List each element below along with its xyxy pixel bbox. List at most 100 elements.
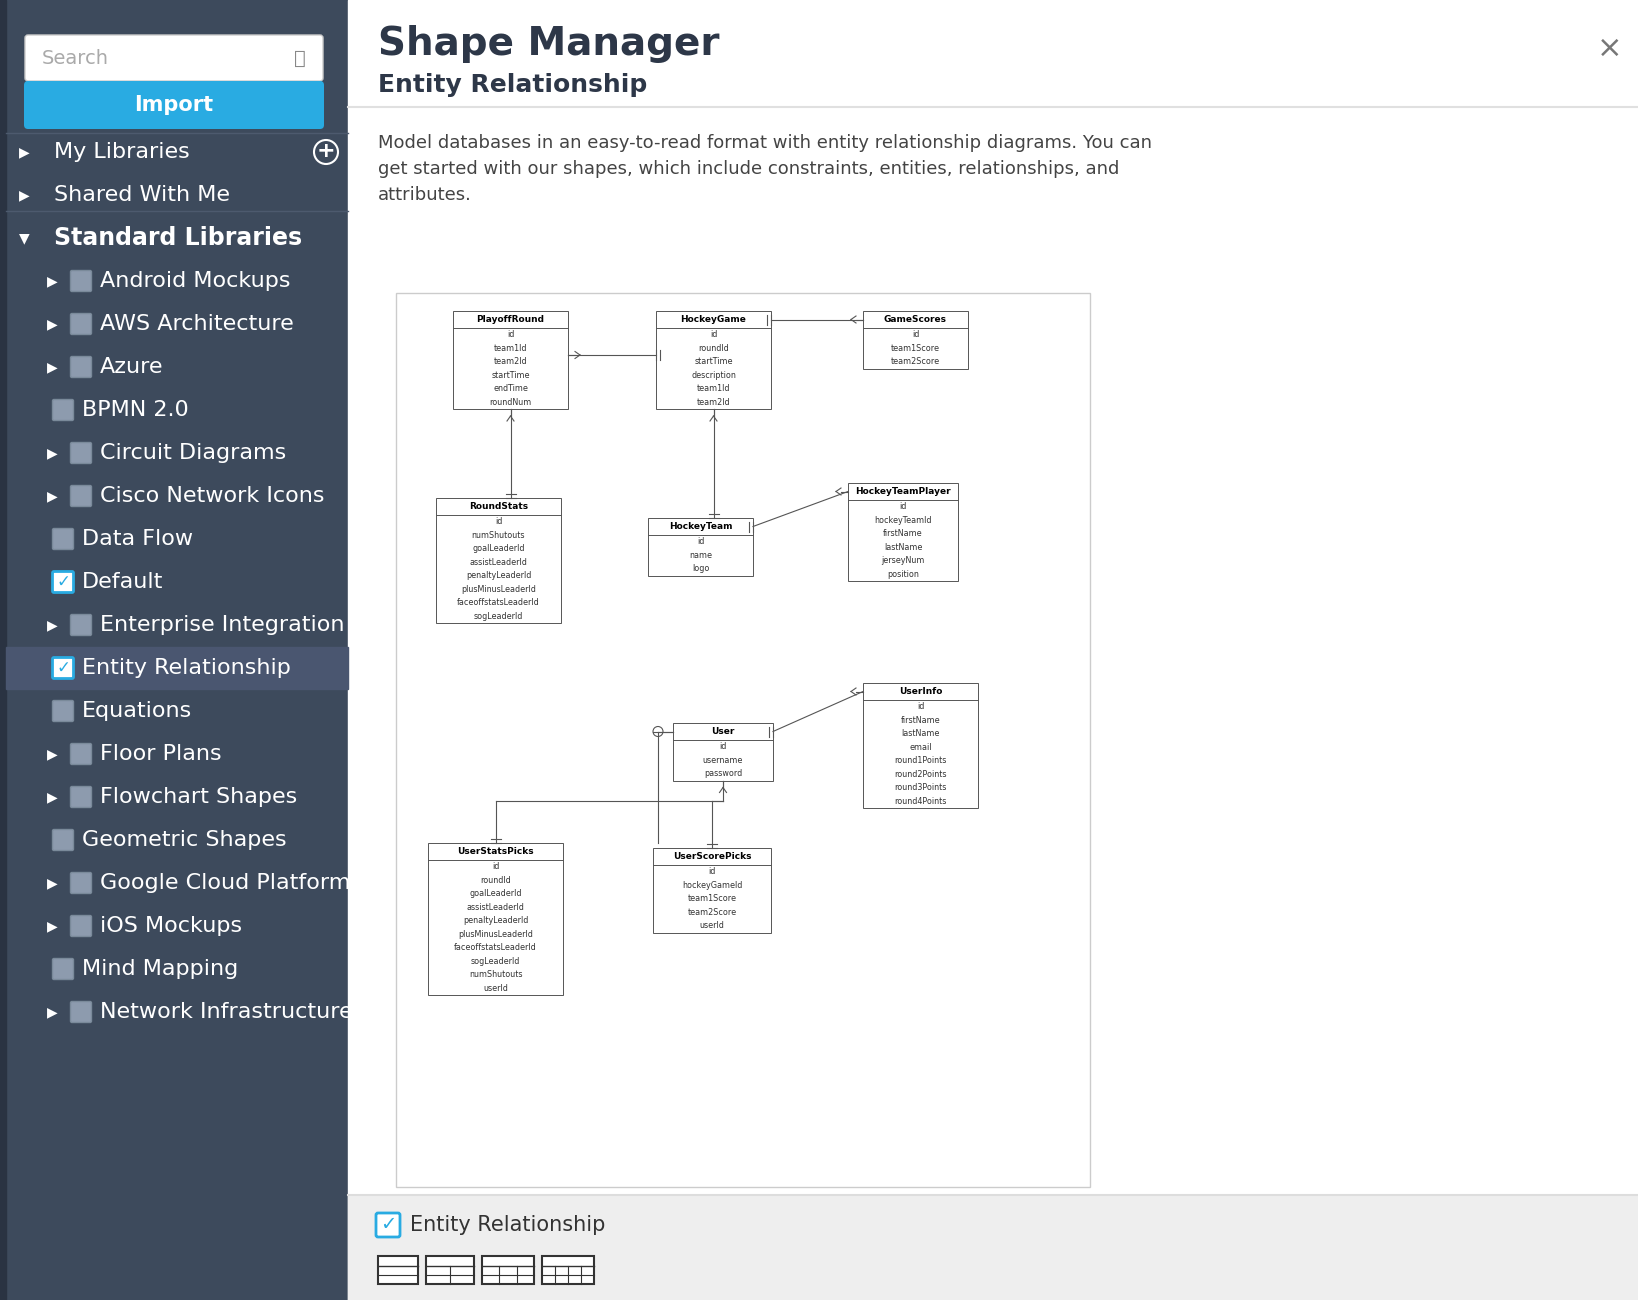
Text: startTime: startTime — [491, 370, 529, 380]
Text: numShutouts: numShutouts — [468, 970, 523, 979]
Bar — [655, 311, 771, 410]
Text: ✓: ✓ — [56, 573, 70, 592]
Text: User: User — [711, 727, 735, 736]
Text: assistLeaderId: assistLeaderId — [470, 558, 527, 567]
Text: HockeyTeamPlayer: HockeyTeamPlayer — [855, 488, 950, 497]
Bar — [454, 311, 568, 410]
Text: roundId: roundId — [698, 343, 729, 352]
Text: GameScores: GameScores — [885, 315, 947, 324]
Text: email: email — [909, 742, 932, 751]
Text: jerseyNum: jerseyNum — [881, 556, 925, 566]
Text: ▶: ▶ — [48, 1005, 57, 1019]
Text: ▶: ▶ — [48, 360, 57, 374]
Text: round2Points: round2Points — [894, 770, 947, 779]
Text: ✓: ✓ — [380, 1216, 396, 1235]
Text: ▶: ▶ — [48, 317, 57, 332]
Text: ▶: ▶ — [48, 446, 57, 460]
Text: ▶: ▶ — [48, 876, 57, 891]
Text: My Libraries: My Libraries — [54, 142, 190, 162]
Text: Search: Search — [43, 48, 110, 68]
Bar — [436, 498, 560, 623]
FancyBboxPatch shape — [70, 356, 92, 377]
Bar — [482, 1256, 534, 1284]
Text: HockeyGame: HockeyGame — [680, 315, 747, 324]
Text: attributes.: attributes. — [378, 186, 472, 204]
Text: ✓: ✓ — [56, 659, 70, 677]
Text: userId: userId — [483, 984, 508, 993]
Text: hockeyTeamId: hockeyTeamId — [875, 516, 932, 525]
Text: ▶: ▶ — [18, 146, 29, 159]
Bar — [654, 848, 771, 932]
Text: Shape Manager: Shape Manager — [378, 25, 719, 62]
Text: team1Id: team1Id — [696, 385, 731, 393]
FancyBboxPatch shape — [25, 35, 323, 81]
Bar — [673, 723, 773, 780]
FancyBboxPatch shape — [70, 915, 92, 936]
Text: round3Points: round3Points — [894, 783, 947, 792]
Text: Import: Import — [134, 95, 213, 114]
Bar — [347, 1195, 1638, 1300]
Text: sogLeaderId: sogLeaderId — [473, 612, 523, 621]
Text: firstName: firstName — [883, 529, 922, 538]
Text: team1Score: team1Score — [891, 343, 940, 352]
Text: id: id — [708, 867, 716, 876]
Text: round4Points: round4Points — [894, 797, 947, 806]
FancyBboxPatch shape — [70, 442, 92, 464]
Text: UserScorePicks: UserScorePicks — [673, 852, 752, 861]
Text: id: id — [917, 702, 924, 711]
Text: lastName: lastName — [885, 543, 922, 551]
Text: name: name — [690, 551, 713, 560]
FancyBboxPatch shape — [377, 1213, 400, 1238]
Text: Network Infrastructure: Network Infrastructure — [100, 1002, 352, 1022]
Text: Enterprise Integration: Enterprise Integration — [100, 615, 344, 634]
Text: Geometric Shapes: Geometric Shapes — [82, 829, 287, 850]
Bar — [426, 1256, 473, 1284]
FancyBboxPatch shape — [52, 701, 74, 722]
Text: id: id — [491, 862, 500, 871]
Text: roundId: roundId — [480, 876, 511, 885]
Bar — [863, 311, 968, 368]
Text: lastName: lastName — [901, 729, 940, 738]
Text: Floor Plans: Floor Plans — [100, 744, 221, 764]
Text: AWS Architecture: AWS Architecture — [100, 315, 293, 334]
Text: id: id — [719, 742, 727, 751]
Text: ▶: ▶ — [48, 489, 57, 503]
FancyBboxPatch shape — [52, 829, 74, 850]
Text: round1Points: round1Points — [894, 757, 947, 766]
Text: ▶: ▶ — [48, 919, 57, 933]
Text: position: position — [888, 569, 919, 578]
Text: Cisco Network Icons: Cisco Network Icons — [100, 486, 324, 506]
FancyBboxPatch shape — [70, 485, 92, 507]
FancyBboxPatch shape — [70, 313, 92, 334]
Text: sogLeaderId: sogLeaderId — [470, 957, 521, 966]
Text: ▶: ▶ — [48, 274, 57, 289]
Bar — [347, 0, 1638, 1300]
Text: plusMinusLeaderId: plusMinusLeaderId — [460, 585, 536, 594]
Text: id: id — [696, 537, 704, 546]
Text: id: id — [899, 502, 907, 511]
FancyBboxPatch shape — [25, 81, 324, 129]
Text: penaltyLeaderId: penaltyLeaderId — [464, 916, 527, 926]
Text: ▶: ▶ — [48, 618, 57, 632]
Text: HockeyTeam: HockeyTeam — [668, 523, 732, 530]
Text: penaltyLeaderId: penaltyLeaderId — [465, 571, 531, 580]
Text: faceoffstatsLeaderId: faceoffstatsLeaderId — [454, 944, 537, 952]
Bar — [848, 484, 958, 581]
Bar — [542, 1256, 595, 1284]
Bar — [428, 842, 563, 994]
Text: BPMN 2.0: BPMN 2.0 — [82, 400, 188, 420]
Bar — [7, 647, 347, 689]
Text: Model databases in an easy-to-read format with entity relationship diagrams. You: Model databases in an easy-to-read forma… — [378, 134, 1152, 152]
Text: startTime: startTime — [695, 358, 732, 367]
FancyBboxPatch shape — [52, 399, 74, 420]
Text: Entity Relationship: Entity Relationship — [410, 1216, 606, 1235]
Text: numShutouts: numShutouts — [472, 530, 526, 540]
Text: description: description — [691, 370, 735, 380]
Text: team2Score: team2Score — [688, 907, 737, 916]
Bar — [863, 682, 978, 809]
Text: UserStatsPicks: UserStatsPicks — [457, 848, 534, 855]
Text: ▶: ▶ — [48, 747, 57, 760]
Text: RoundStats: RoundStats — [468, 502, 527, 511]
Text: userId: userId — [699, 922, 724, 931]
Text: Default: Default — [82, 572, 164, 592]
